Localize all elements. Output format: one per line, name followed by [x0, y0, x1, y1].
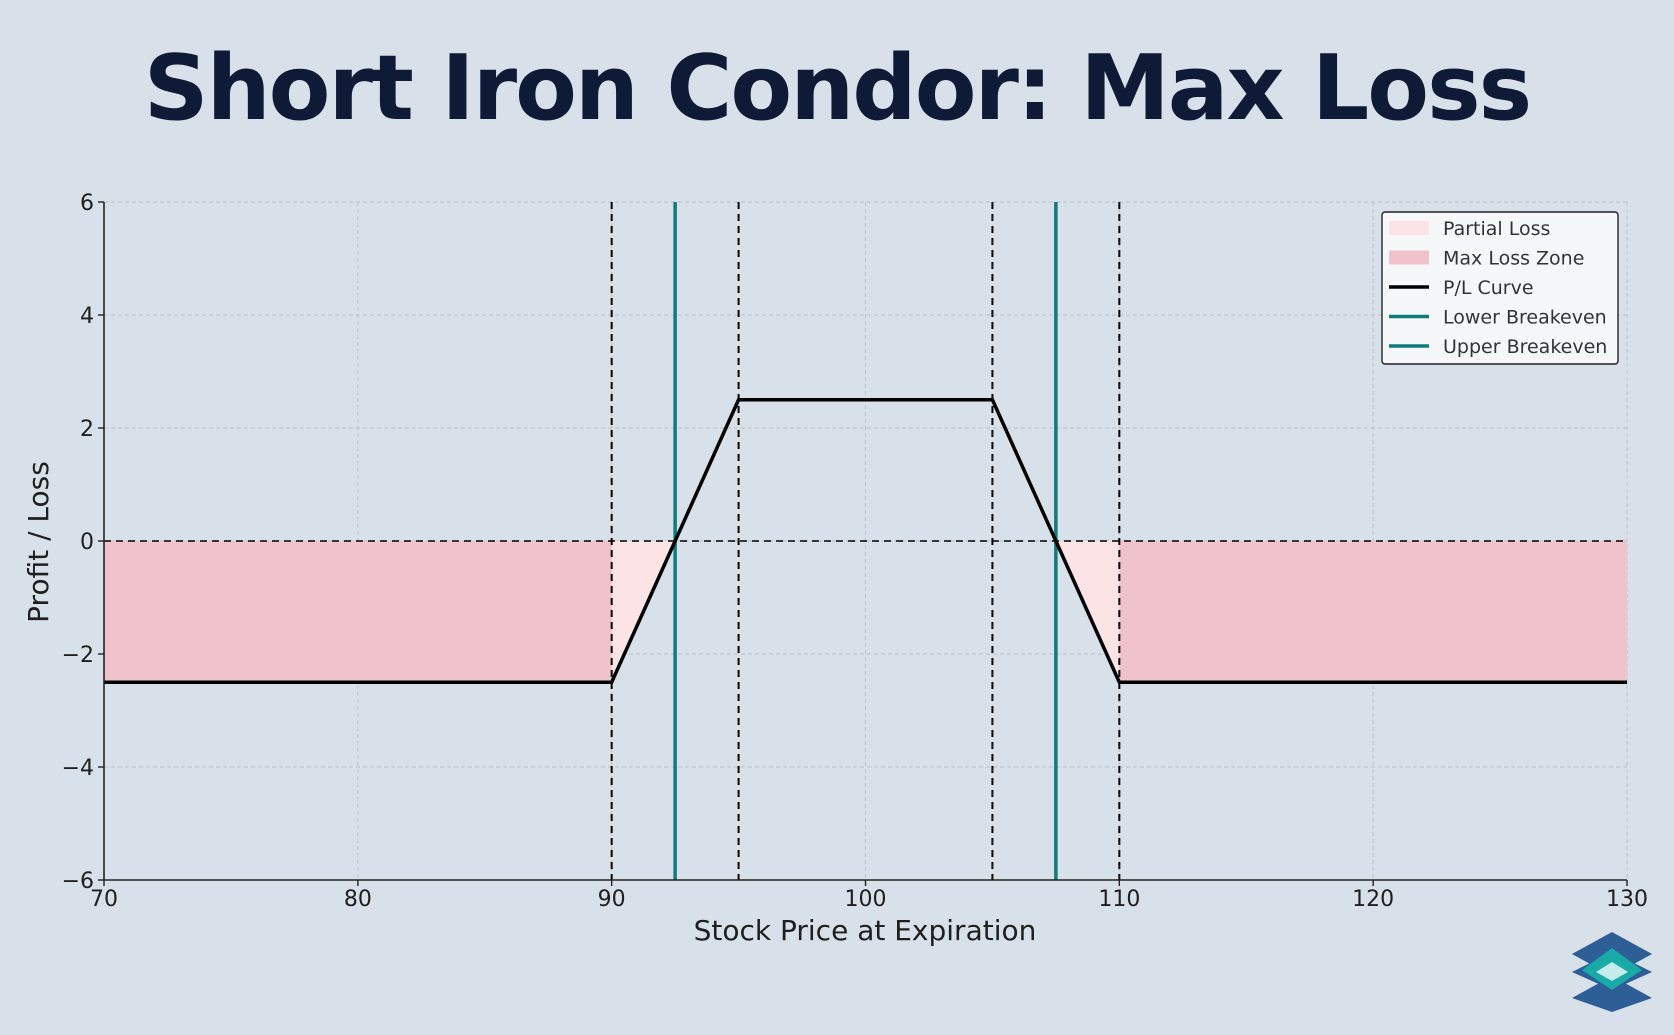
y-tick-label: −2	[62, 643, 94, 668]
legend-label-partial-loss: Partial Loss	[1443, 218, 1550, 240]
y-tick-label: 2	[80, 417, 94, 442]
x-tick-label: 80	[344, 887, 372, 912]
y-tick-label: 4	[80, 304, 94, 329]
series	[104, 398, 1627, 684]
x-tick-label: 70	[90, 887, 118, 912]
axis-labels: Stock Price at Expiration Profit / Loss	[22, 461, 1036, 947]
logo-light-diamond	[1596, 962, 1628, 981]
y-tick-label: −4	[62, 756, 94, 781]
x-tick-label: 90	[598, 887, 626, 912]
legend-label-max-loss-zone: Max Loss Zone	[1443, 248, 1584, 270]
x-tick-label: 110	[1098, 887, 1140, 912]
axes: 70 80 90 100 110 120 130 −6 −4 −2 0 2 4 6	[62, 191, 1648, 912]
logo-layer-bottom	[1572, 976, 1652, 1012]
x-tick-label: 100	[845, 887, 887, 912]
legend-label-upper-breakeven: Upper Breakeven	[1443, 336, 1607, 358]
x-tick-label: 120	[1352, 887, 1394, 912]
stacked-layers-logo-icon	[1572, 932, 1652, 1012]
legend-label-p-l-curve: P/L Curve	[1443, 277, 1534, 299]
legend-swatch-partial-loss	[1389, 221, 1429, 235]
legend-box	[1381, 211, 1619, 365]
x-axis-label: Stock Price at Expiration	[694, 914, 1037, 947]
chart-title: Short Iron Condor: Max Loss	[143, 36, 1532, 141]
y-axis-label: Profit / Loss	[22, 461, 55, 623]
legend: Partial Loss Max Loss Zone P/L Curve Lower …	[1381, 211, 1619, 365]
legend-swatch-max-loss-zone	[1389, 250, 1429, 265]
pl-curve-line	[104, 398, 1627, 684]
y-tick-label: −6	[62, 869, 94, 894]
y-tick-label: 0	[80, 530, 94, 555]
legend-label-lower-breakeven: Lower Breakeven	[1443, 307, 1607, 329]
y-tick-label: 6	[80, 191, 94, 216]
x-tick-label: 130	[1606, 887, 1648, 912]
max-loss-zone-fill	[104, 541, 612, 683]
max-loss-zone-fill	[1119, 541, 1627, 683]
